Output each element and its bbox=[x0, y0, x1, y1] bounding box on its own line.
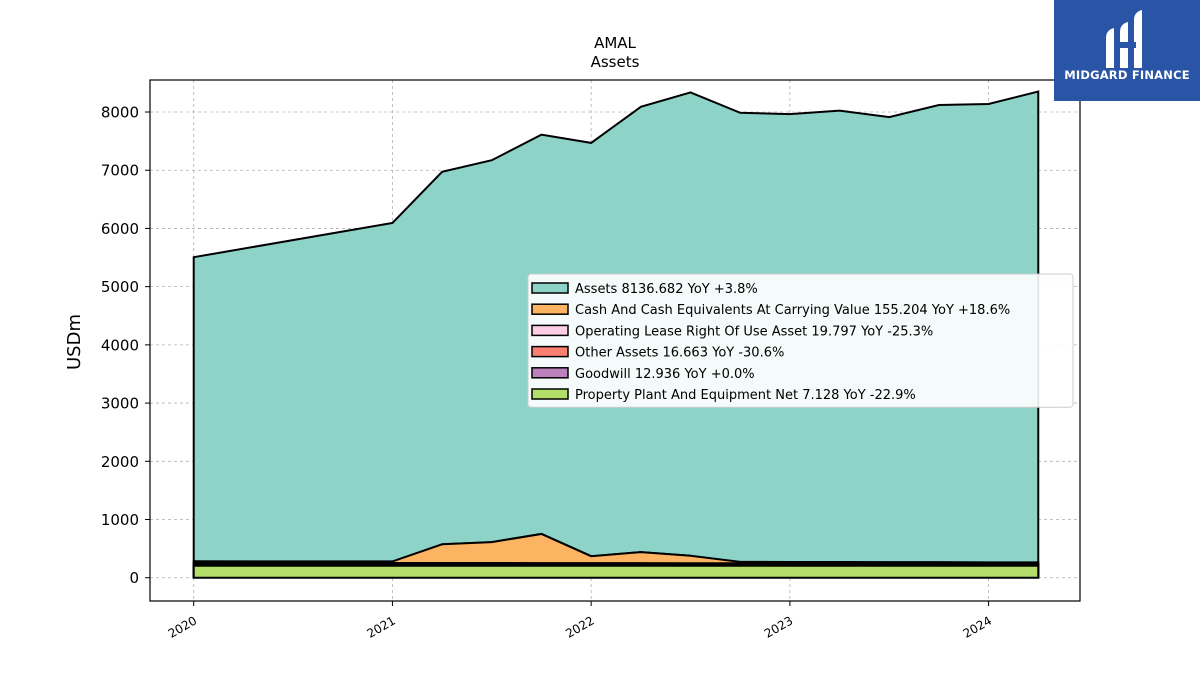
y-tick-label: 7000 bbox=[101, 162, 139, 180]
legend-box bbox=[527, 273, 1074, 408]
chart-title: AMAL bbox=[594, 34, 636, 52]
y-tick-label: 3000 bbox=[101, 395, 139, 413]
legend-swatch bbox=[531, 324, 569, 337]
legend-swatch bbox=[531, 388, 569, 400]
x-tick-label: 2023 bbox=[762, 613, 795, 640]
legend-swatch bbox=[531, 345, 569, 358]
plot-frame bbox=[149, 79, 1081, 602]
brand-logo: MIDGARD FINANCE bbox=[1054, 0, 1200, 101]
x-tick-label: 2021 bbox=[364, 613, 397, 640]
y-tick-label: 1000 bbox=[101, 511, 139, 529]
x-tick-label: 2022 bbox=[563, 613, 596, 640]
legend-label: Operating Lease Right Of Use Asset 19.79… bbox=[575, 324, 933, 339]
legend-label: Goodwill 12.936 YoY +0.0% bbox=[575, 367, 755, 382]
brand-name: MIDGARD FINANCE bbox=[1064, 68, 1190, 82]
x-tick-label: 2024 bbox=[961, 613, 994, 640]
x-tick-label: 2020 bbox=[166, 613, 199, 640]
y-axis-label: USDm bbox=[64, 314, 85, 370]
legend-label: Assets 8136.682 YoY +3.8% bbox=[575, 282, 758, 297]
y-tick-label: 8000 bbox=[101, 104, 139, 122]
legend-swatch bbox=[531, 303, 569, 315]
y-tick-label: 0 bbox=[129, 569, 139, 587]
legend: Assets 8136.682 YoY +3.8% Cash And Cash E… bbox=[527, 273, 1074, 408]
legend-label: Cash And Cash Equivalents At Carrying Va… bbox=[575, 303, 1010, 318]
midgard-logo-icon bbox=[1106, 10, 1142, 68]
chart-subtitle: Assets bbox=[591, 53, 640, 71]
legend-label: Other Assets 16.663 YoY -30.6% bbox=[575, 346, 784, 361]
area-5 bbox=[192, 564, 1040, 579]
y-tick-label: 4000 bbox=[101, 336, 139, 354]
legend-swatch bbox=[531, 282, 569, 294]
legend-label: Property Plant And Equipment Net 7.128 Y… bbox=[575, 388, 916, 403]
legend-swatch bbox=[531, 367, 569, 379]
y-tick-label: 5000 bbox=[101, 278, 139, 296]
y-tick-label: 2000 bbox=[101, 453, 139, 471]
y-tick-label: 6000 bbox=[101, 220, 139, 238]
